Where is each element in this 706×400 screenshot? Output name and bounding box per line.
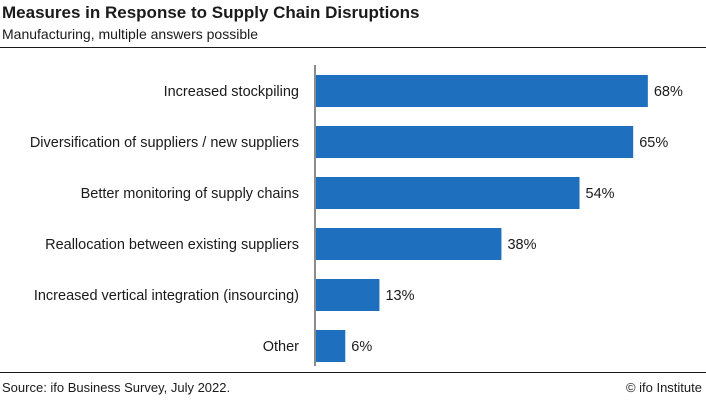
copyright-credit: © ifo Institute	[625, 380, 702, 395]
top-divider	[0, 47, 706, 48]
bottom-divider	[0, 372, 706, 373]
category-label: Increased stockpiling	[164, 84, 299, 100]
data-label: 65%	[639, 135, 668, 151]
bar-chart: Increased stockpiling 68% Diversification …	[30, 65, 683, 366]
category-label: Increased vertical integration (insourci…	[34, 288, 299, 304]
bar	[316, 279, 380, 311]
category-label: Diversification of suppliers / new suppl…	[30, 135, 299, 151]
chart-subtitle: Manufacturing, multiple answers possible	[2, 26, 259, 42]
data-label: 13%	[385, 288, 414, 304]
category-label: Reallocation between existing suppliers	[45, 237, 299, 253]
category-label: Other	[263, 339, 299, 355]
data-label: 68%	[654, 84, 683, 100]
category-label: Better monitoring of supply chains	[81, 186, 299, 202]
data-label: 54%	[586, 186, 615, 202]
bar	[316, 228, 502, 260]
bar	[316, 330, 346, 362]
chart-title: Measures in Response to Supply Chain Dis…	[2, 3, 420, 22]
bar	[316, 126, 634, 158]
data-label: 6%	[351, 339, 372, 355]
bar	[316, 177, 580, 209]
source-note: Source: ifo Business Survey, July 2022.	[2, 380, 231, 395]
data-label: 38%	[507, 237, 536, 253]
bar	[316, 75, 648, 107]
